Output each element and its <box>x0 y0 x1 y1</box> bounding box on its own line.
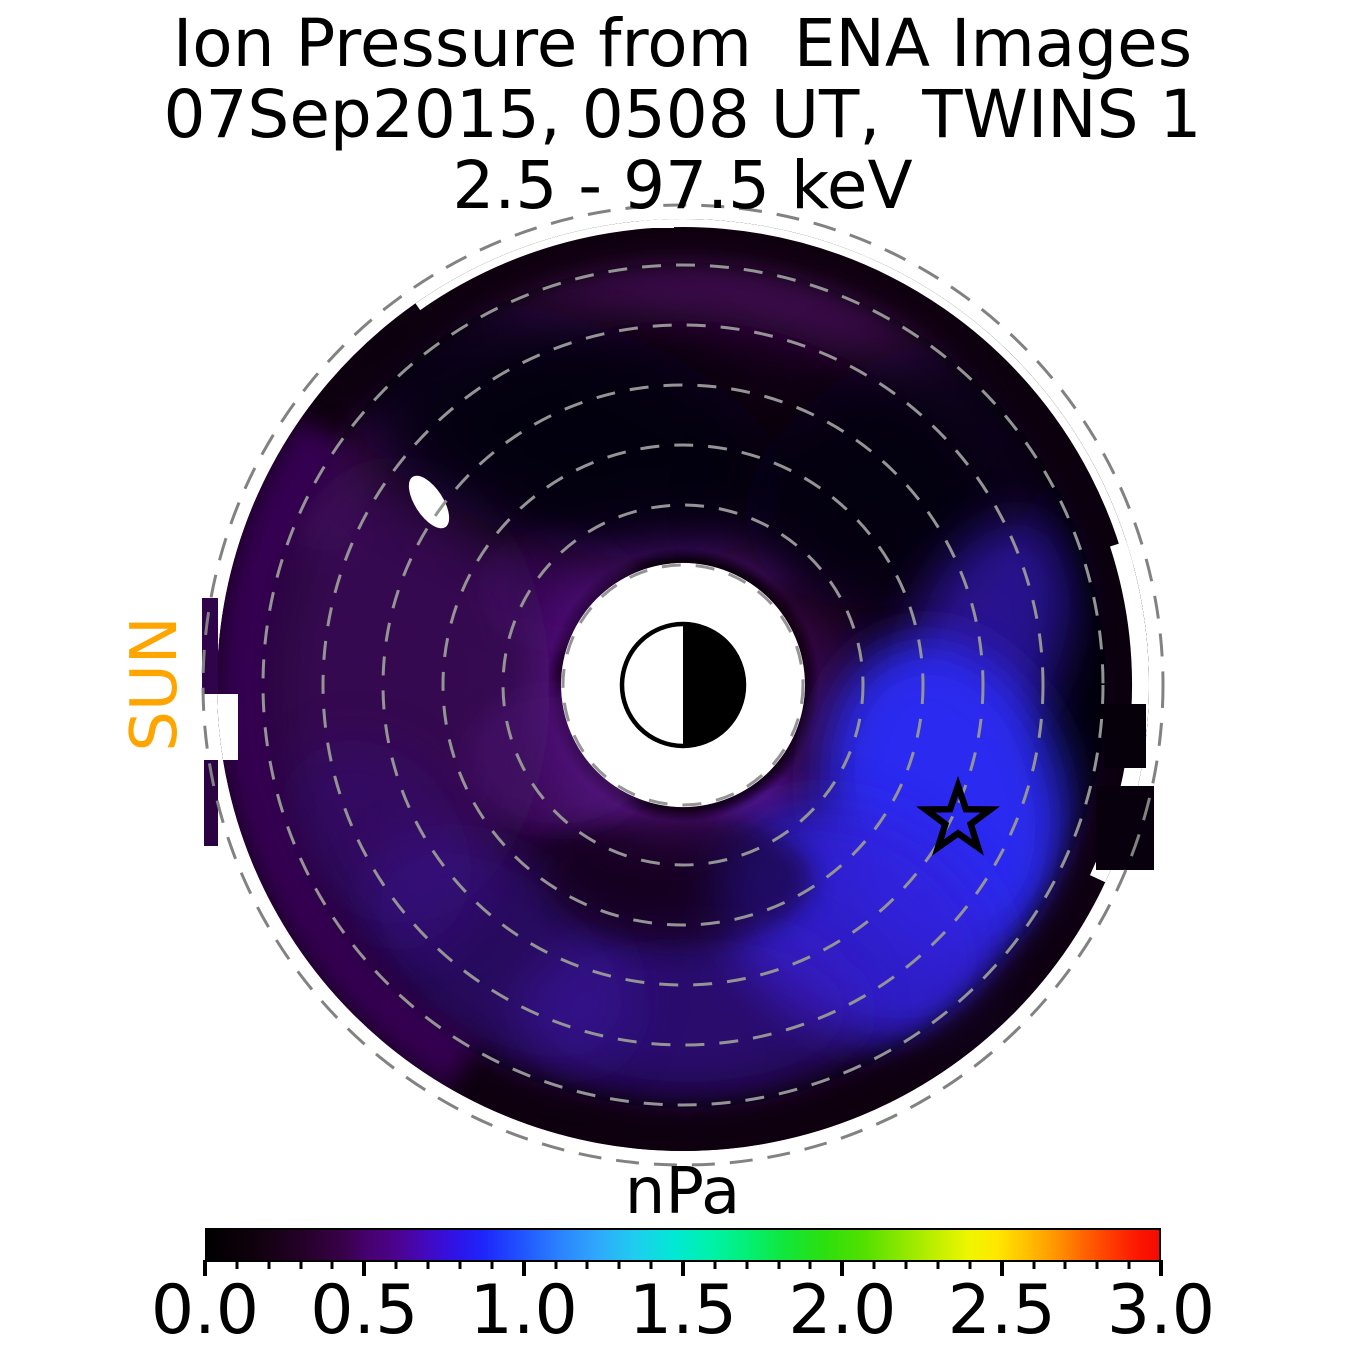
heatmap-disk <box>217 219 1149 1151</box>
colorbar-tick-label: 1.0 <box>469 1271 578 1350</box>
colorbar-minor-tick <box>299 1260 303 1269</box>
colorbar-minor-tick <box>267 1260 271 1269</box>
colorbar-ticks <box>203 1260 1163 1278</box>
dark-sector <box>548 814 812 946</box>
sun-direction-label: SUN <box>118 616 192 752</box>
data-edge-bump <box>204 760 218 846</box>
colorbar-major-tick <box>1159 1260 1163 1276</box>
colorbar-ticklabels: 0.0 0.5 1.0 1.5 2.0 2.5 3.0 <box>151 1271 1215 1354</box>
colorbar-major-tick <box>999 1260 1004 1276</box>
lshell-rings <box>201 203 1165 1167</box>
colorbar-minor-tick <box>777 1260 781 1269</box>
colorbar-minor-tick <box>904 1260 908 1269</box>
left-rim-purple <box>217 417 477 1090</box>
chart-title: Ion Pressure from ENA Images 07Sep2015, … <box>0 8 1365 221</box>
colorbar-major-tick <box>681 1260 685 1276</box>
colorbar-minor-tick <box>872 1260 876 1269</box>
colorbar-minor-tick <box>585 1260 589 1269</box>
data-edge-notch <box>640 219 674 228</box>
colorbar-minor-tick <box>617 1260 621 1269</box>
colorbar-gradient <box>205 1228 1161 1262</box>
colorbar-minor-tick <box>1063 1260 1067 1269</box>
colorbar-minor-tick <box>458 1260 462 1269</box>
colorbar-tick-label: 1.5 <box>628 1271 738 1350</box>
colorbar-minor-tick <box>554 1260 558 1269</box>
lshell-ring-7re <box>261 263 1105 1107</box>
lshell-ring-2re <box>561 563 805 807</box>
data-edge-notch <box>217 694 238 760</box>
colorbar-minor-tick <box>394 1260 398 1269</box>
lshell-ring-5re <box>381 383 985 987</box>
colorbar-unit-label: nPa <box>624 1155 741 1229</box>
colorbar-major-tick <box>521 1260 526 1276</box>
colorbar-tick-label: 2.5 <box>947 1271 1056 1350</box>
colorbar-major-tick <box>840 1260 845 1276</box>
lshell-ring-6re <box>321 323 1045 1047</box>
colorbar-tick-label: 3.0 <box>1106 1271 1216 1350</box>
data-edge-notch <box>318 320 344 346</box>
colorbar-tick-label: 0.5 <box>310 1271 419 1350</box>
colorbar-major-tick <box>362 1260 367 1276</box>
colorbar-minor-tick <box>330 1260 334 1269</box>
data-gap-spot <box>408 475 450 529</box>
earth-nightside-half <box>683 624 744 746</box>
colorbar-minor-tick <box>235 1260 239 1269</box>
earth-icon <box>619 621 747 749</box>
colorbar-minor-tick <box>1127 1260 1131 1269</box>
colorbar-minor-tick <box>936 1260 940 1269</box>
colorbar-minor-tick <box>1032 1260 1036 1269</box>
dark-sector <box>333 301 787 559</box>
colorbar-minor-tick <box>968 1260 972 1269</box>
colorbar-tick-label: 2.0 <box>788 1271 897 1350</box>
title-line-3: 2.5 - 97.5 keV <box>452 147 913 224</box>
colorbar-major-tick <box>203 1260 207 1276</box>
title-line-1: Ion Pressure from ENA Images <box>172 5 1193 82</box>
colorbar-minor-tick <box>490 1260 494 1269</box>
title-line-2: 07Sep2015, 0508 UT, TWINS 1 <box>163 76 1202 153</box>
data-edge-bump <box>1104 704 1146 768</box>
lshell-ring-4re <box>441 443 925 927</box>
colorbar-minor-tick <box>649 1260 653 1269</box>
colorbar-tick-label: 0.0 <box>150 1271 260 1350</box>
data-edge-bump <box>1096 786 1154 870</box>
star-marker-icon <box>916 775 1000 856</box>
colorbar-minor-tick <box>808 1260 812 1269</box>
lshell-ring-3re <box>501 503 865 867</box>
colorbar-minor-tick <box>745 1260 749 1269</box>
colorbar-minor-tick <box>713 1260 717 1269</box>
colorbar-minor-tick <box>426 1260 430 1269</box>
lshell-ring-8re <box>201 203 1165 1167</box>
colorbar-minor-tick <box>1095 1260 1099 1269</box>
